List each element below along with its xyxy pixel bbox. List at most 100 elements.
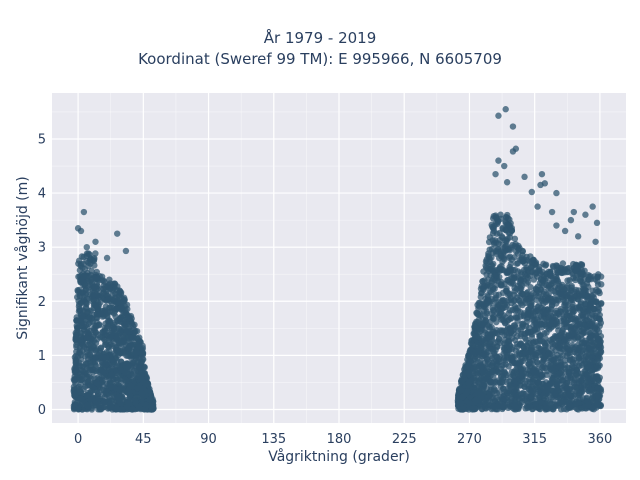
data-point [504,268,512,275]
data-point [598,299,605,307]
data-point [97,299,104,306]
data-point [485,252,492,259]
data-point [472,376,480,384]
data-point [129,406,136,413]
data-point [107,403,115,411]
data-point [501,162,508,170]
data-point [124,360,132,367]
data-point [125,313,132,321]
y-tick-label: 4 [38,187,46,202]
data-point [74,288,82,295]
data-point [94,331,102,339]
data-point [594,401,601,408]
data-point [113,404,121,412]
data-point [86,351,93,358]
data-point [125,400,133,407]
x-tick-label: 225 [392,432,417,447]
data-point [525,354,532,361]
data-point [464,362,471,370]
data-point [106,376,113,383]
data-point [563,291,570,298]
data-point [501,346,508,353]
data-point [574,334,581,341]
data-point [585,379,592,386]
data-point [89,395,96,402]
data-point [107,334,114,341]
data-point [477,375,485,383]
data-point [556,332,563,339]
data-point [547,358,554,365]
data-point [536,405,543,412]
data-point [509,148,517,155]
data-point [73,343,80,351]
data-point [581,300,588,308]
y-tick-label: 2 [38,295,46,310]
y-tick-label: 5 [38,132,46,147]
data-point [566,277,573,284]
data-point [576,303,584,311]
data-point [510,369,517,377]
data-point [91,283,99,290]
data-point [503,237,510,244]
data-point [527,403,534,411]
data-point [109,365,116,373]
data-point [565,386,573,393]
data-point [118,315,125,322]
data-point [575,389,583,397]
data-point [480,268,487,275]
data-point [547,308,554,315]
data-point [478,363,485,370]
data-point [473,396,480,404]
data-point [567,216,575,224]
data-point [510,353,517,360]
data-point [594,384,602,391]
data-point [77,227,85,235]
data-point [484,297,491,305]
data-point [95,395,103,402]
data-point [490,212,498,220]
data-point [537,346,545,353]
data-point [583,370,590,378]
data-point [103,349,110,356]
data-point [522,405,529,412]
data-point [582,211,589,218]
data-point [78,376,86,383]
data-point [114,230,121,237]
data-point [485,238,493,246]
data-point [560,405,568,413]
data-point [523,398,531,405]
data-point [107,383,115,391]
data-point [539,308,546,316]
data-point [592,238,599,245]
data-point [521,173,528,181]
data-point [87,390,94,397]
data-point [505,309,513,317]
data-point [537,181,544,189]
data-point [71,354,79,361]
data-point [92,324,99,332]
data-point [523,272,530,280]
data-point [115,394,122,401]
data-point [559,377,566,384]
data-point [593,219,601,227]
data-point [497,339,504,347]
data-point [482,368,489,376]
data-point [493,281,500,289]
data-point [90,304,98,312]
data-point [581,404,588,412]
data-point [126,371,133,378]
data-point [502,361,509,368]
data-point [519,247,526,255]
data-point [549,344,557,351]
data-point [489,267,496,275]
data-point [489,346,496,353]
data-point [487,379,494,386]
data-point [547,337,554,344]
data-point [493,330,501,337]
data-point [504,389,511,397]
data-point [75,303,83,310]
data-point [520,266,528,274]
data-point [89,291,97,299]
data-point [490,374,497,381]
data-point [583,353,590,360]
